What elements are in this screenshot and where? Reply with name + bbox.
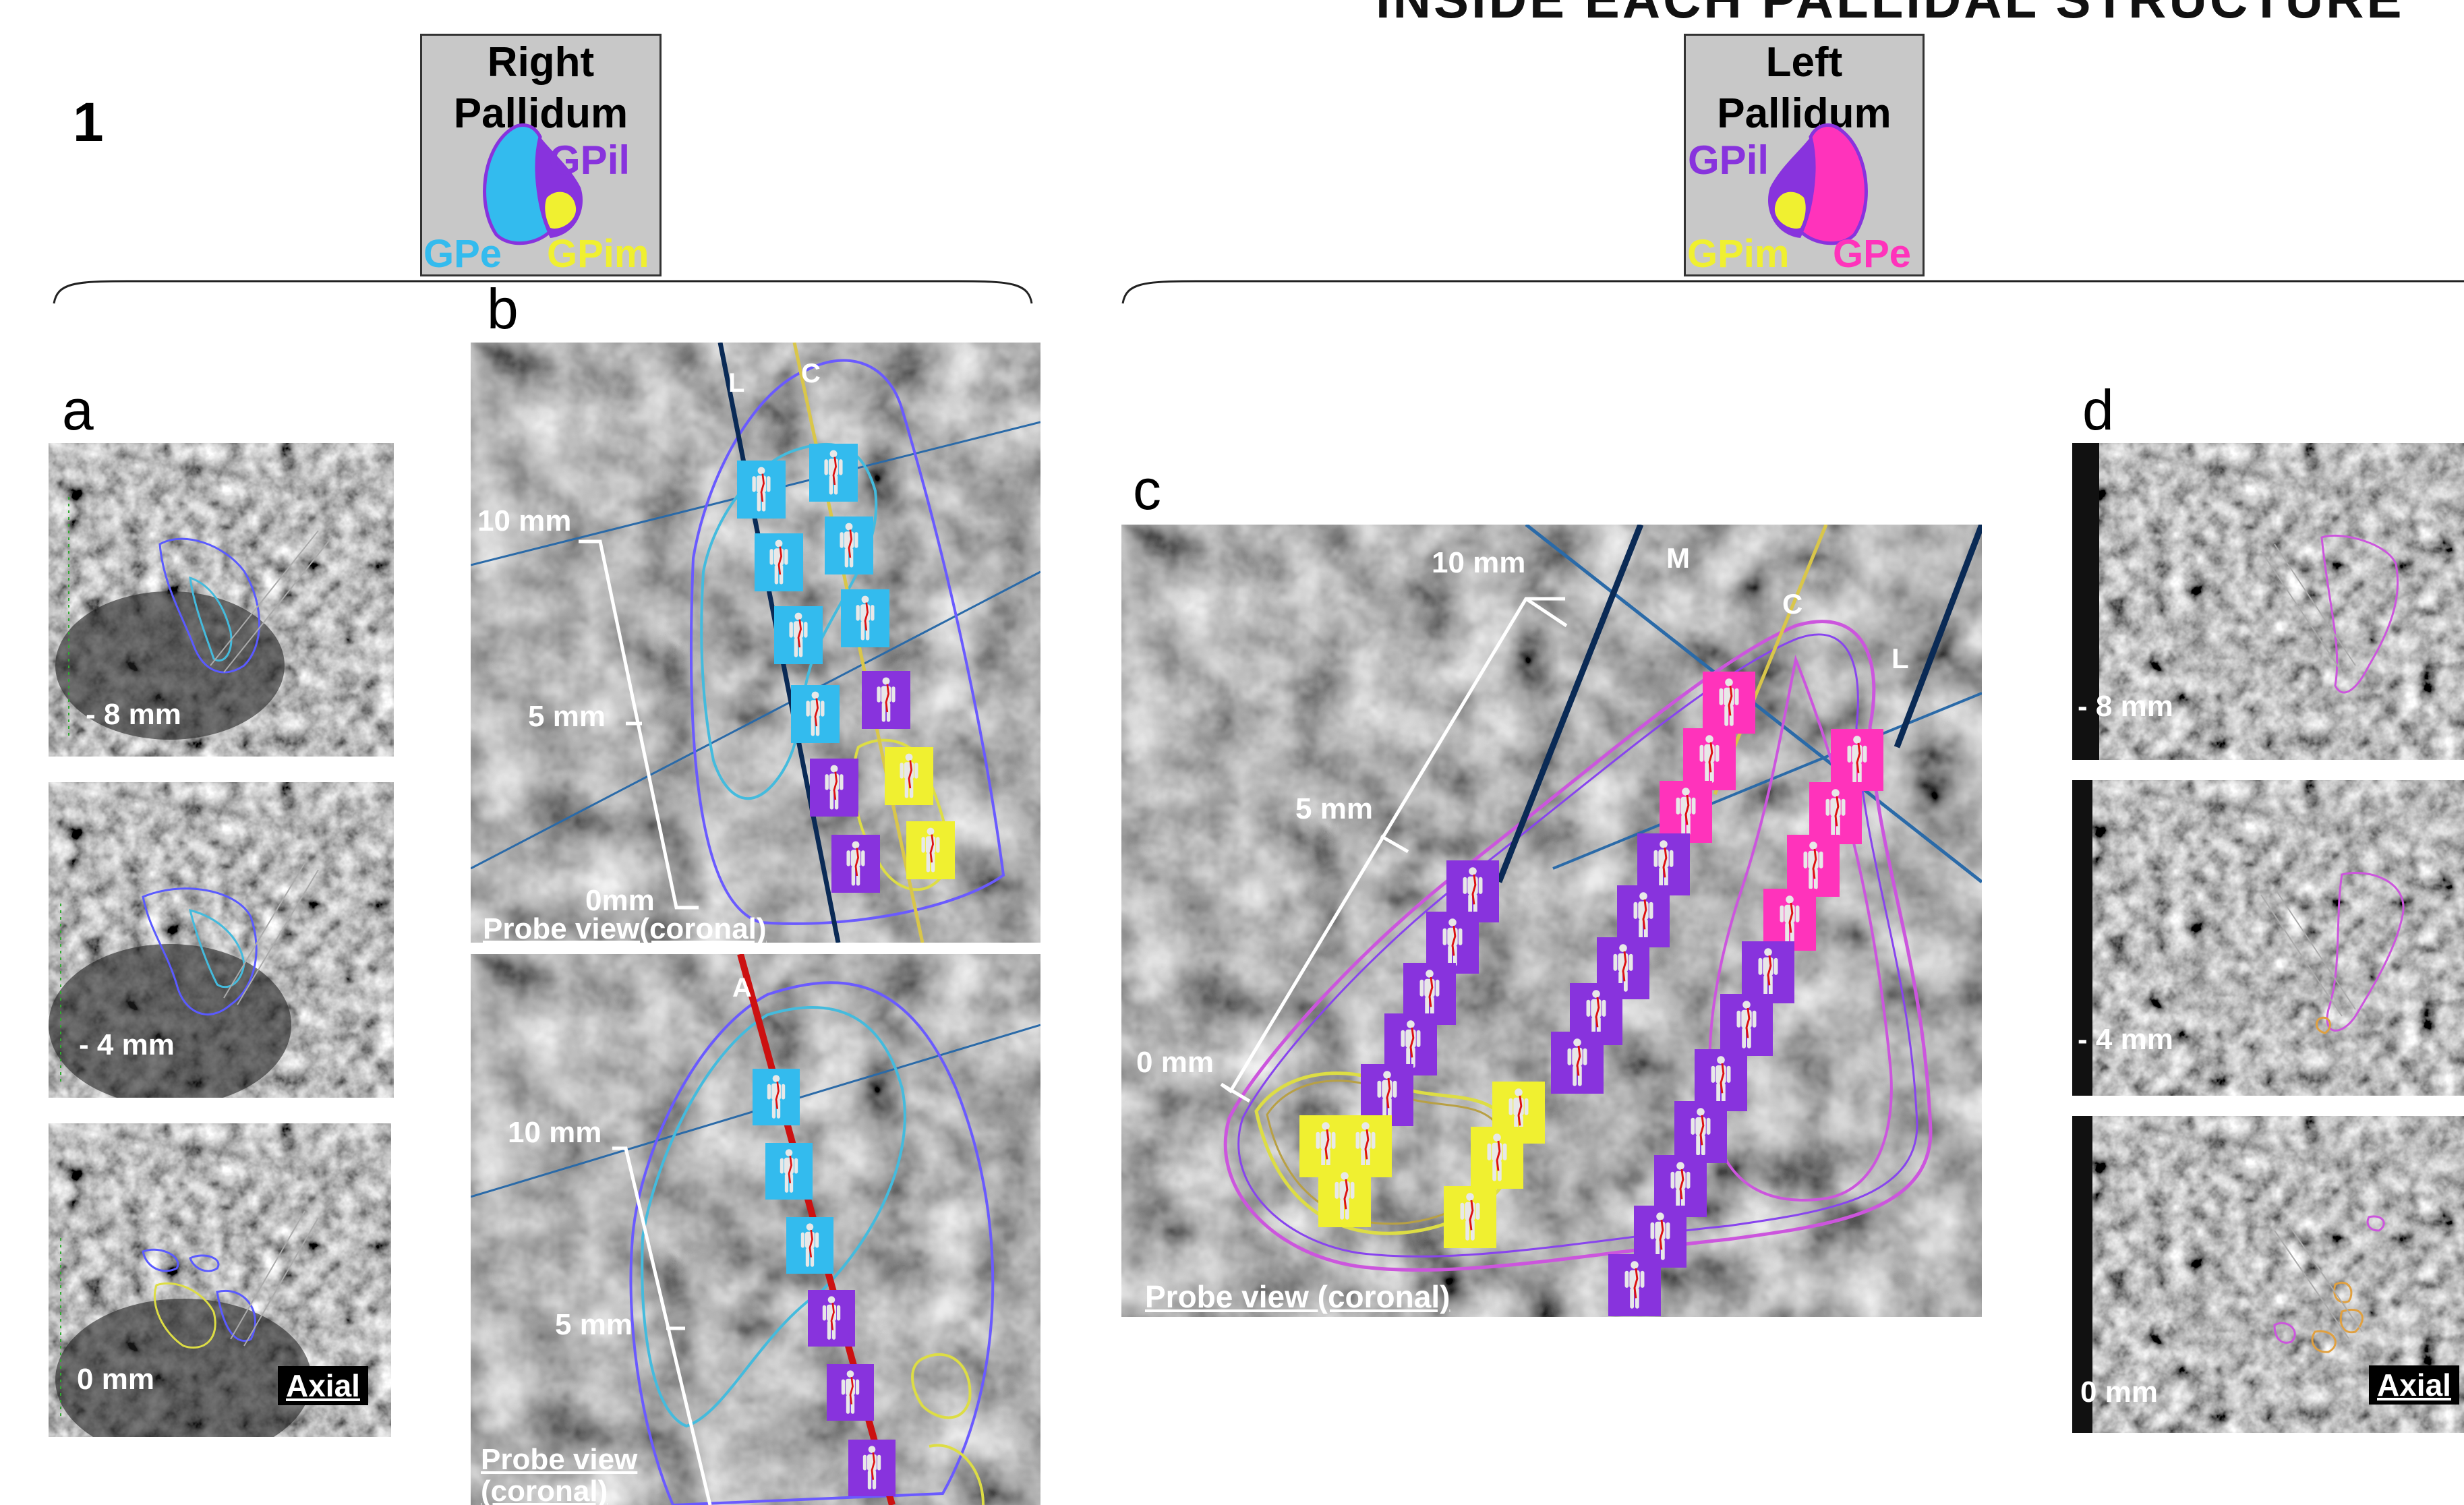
contact-square <box>809 444 858 502</box>
panel-c-contacts <box>1121 525 1982 1317</box>
panel-b-top-scale-5mm: 5 mm <box>528 700 606 733</box>
contact-square <box>808 1290 855 1347</box>
panel-b-bottom-caption-line1: Probe view <box>481 1443 638 1476</box>
panel-letter-c: c <box>1133 458 1161 521</box>
contact-square <box>791 685 840 743</box>
panel-b-top-caption: Probe view(coronal) <box>483 912 767 943</box>
panel-d-slice-2-depth: - 4 mm <box>2078 1023 2173 1056</box>
contact-square <box>1471 1127 1523 1189</box>
panel-c-caption: Probe view (coronal) <box>1145 1279 1450 1314</box>
brace-left-hemisphere <box>1121 280 2464 304</box>
contact-square <box>1695 1049 1747 1111</box>
contact-square <box>1551 1032 1604 1094</box>
panel-b-bottom-caption-line2: (coronal) <box>481 1475 608 1505</box>
panel-b-top-scale-0mm: 0mm <box>585 884 655 917</box>
panel-c-track-C: C <box>1782 588 1803 620</box>
contact-square <box>1674 1101 1727 1163</box>
contact-square <box>862 671 910 729</box>
figure-number: 1 <box>73 92 104 153</box>
panel-c-track-M: M <box>1666 542 1690 574</box>
contact-square <box>810 759 858 817</box>
contact-square <box>1742 941 1794 1003</box>
panel-a-axial-label: Axial <box>278 1366 368 1405</box>
left-pallidum-shape-icon <box>1768 123 1868 245</box>
legend-left-pallidum: Left Pallidum GPil GPim GPe <box>1684 34 1925 276</box>
panel-b-bottom-scale-10mm: 10 mm <box>508 1116 602 1149</box>
right-pallidum-shape-icon <box>483 123 583 245</box>
contact-square <box>1787 835 1840 897</box>
panel-a-slice-2-depth: - 4 mm <box>79 1028 175 1061</box>
contact-square <box>737 461 786 519</box>
legend-right-title-line2: Pallidum <box>453 90 628 137</box>
contact-square <box>1617 885 1670 947</box>
contact-square <box>906 821 955 879</box>
legend-left-title-line2: Pallidum <box>1717 90 1891 137</box>
legend-left-gpim-label: GPim <box>1687 232 1790 276</box>
panel-letter-d: d <box>2082 378 2114 442</box>
contact-square <box>765 1143 813 1200</box>
contact-square <box>1444 1186 1496 1248</box>
panel-c-track-L: L <box>1891 643 1909 674</box>
panel-letter-a: a <box>62 378 94 442</box>
panel-b-bottom-scale-5mm: 5 mm <box>555 1308 633 1341</box>
legend-right-gpim-label: GPim <box>547 232 649 276</box>
contact-square <box>1763 889 1816 951</box>
panel-b-bottom-probe-view: A 10 mm 5 mm Probe view (coronal) <box>471 954 1040 1505</box>
contact-square <box>753 1069 800 1125</box>
legend-left-gpil-label: GPil <box>1688 138 1769 183</box>
panel-a-slice-2: - 4 mm <box>49 782 394 1098</box>
contact-square <box>1831 729 1883 791</box>
contact-square <box>841 589 889 647</box>
legend-right-gpe-label: GPe <box>423 232 502 276</box>
panel-b-top-track-C: C <box>801 359 821 388</box>
legend-right-pallidum: Right Pallidum GPil GPe GPim <box>420 34 662 276</box>
contact-square <box>827 1364 874 1421</box>
legend-left-gpe-label: GPe <box>1833 232 1912 276</box>
panel-d-slice-2: - 4 mm <box>2072 780 2464 1096</box>
panel-c-scale-10mm: 10 mm <box>1432 546 1526 579</box>
contact-square <box>774 606 823 664</box>
panel-c-scale-0mm: 0 mm <box>1136 1046 1214 1079</box>
panel-b-bottom-contacts <box>471 954 1040 1505</box>
panel-a-slice-1-depth: - 8 mm <box>86 698 181 731</box>
panel-b-top-contacts <box>471 343 1040 943</box>
panel-c-probe-view: M C L 10 mm 5 mm 0 mm Probe view (corona… <box>1121 525 1982 1317</box>
contact-square <box>1637 833 1690 895</box>
contact-square <box>848 1440 896 1496</box>
legend-right-gpil-label: GPil <box>549 138 630 183</box>
panel-d-slice-3-depth: 0 mm <box>2080 1376 2158 1409</box>
contact-square <box>825 517 873 574</box>
contact-square <box>885 747 933 805</box>
contact-square <box>831 835 880 893</box>
contact-square <box>1660 781 1712 843</box>
contact-square <box>1608 1254 1661 1316</box>
contact-square <box>755 533 803 591</box>
legend-left-title-line1: Left <box>1765 39 1843 86</box>
panel-b-top-track-L: L <box>728 368 745 398</box>
contact-square <box>1720 994 1773 1056</box>
panel-c-scale-5mm: 5 mm <box>1295 792 1373 825</box>
panel-letter-b: b <box>487 277 519 341</box>
contact-square <box>1318 1165 1371 1227</box>
brace-right-hemisphere <box>53 280 1033 304</box>
panel-a-slice-3: 0 mm Axial <box>49 1123 391 1437</box>
panel-d-axial-label: Axial <box>2369 1365 2459 1405</box>
contact-square <box>1703 672 1755 734</box>
panel-a-slice-3-depth: 0 mm <box>77 1363 154 1396</box>
contact-square <box>1809 782 1862 844</box>
legend-right-title-line1: Right <box>487 39 595 86</box>
panel-b-top-scale-10mm: 10 mm <box>477 504 572 537</box>
top-right-title: INSIDE EACH PALLIDAL STRUCTURE <box>1376 0 2405 30</box>
contact-square <box>786 1217 833 1274</box>
panel-b-bottom-track-A: A <box>732 973 752 1003</box>
contact-square <box>1683 728 1736 790</box>
panel-d-slice-1-depth: - 8 mm <box>2078 690 2173 723</box>
panel-d-slice-1: - 8 mm <box>2072 443 2464 760</box>
panel-d-slice-3: 0 mm Axial <box>2072 1116 2464 1433</box>
panel-a-slice-1: - 8 mm <box>49 443 394 757</box>
panel-b-top-probe-view: L C 10 mm 5 mm 0mm Probe view(coronal) <box>471 343 1040 943</box>
